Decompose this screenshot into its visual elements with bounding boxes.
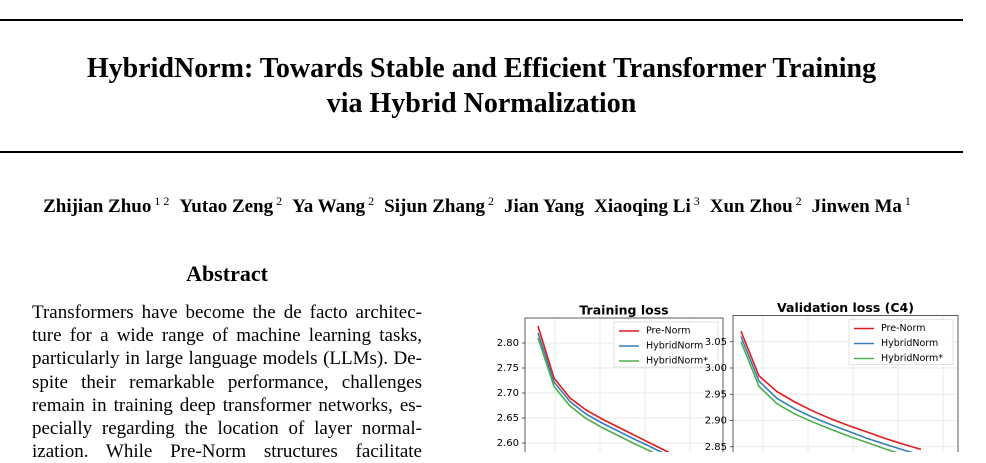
chart-title: Validation loss (C4) xyxy=(777,300,914,315)
legend-label: HybridNorm* xyxy=(646,356,708,367)
author: Jian Yang xyxy=(504,196,584,217)
loss-line xyxy=(537,325,670,452)
loss-line xyxy=(740,341,898,452)
author-name: Xiaoqing Li xyxy=(594,196,691,218)
author: Yutao Zeng 2 xyxy=(179,194,283,218)
abstract-line: pecially regarding the location of layer… xyxy=(32,418,422,440)
author: Xun Zhou 2 xyxy=(709,194,802,218)
author: Xiaoqing Li 3 xyxy=(594,194,700,218)
author: Sijun Zhang 2 xyxy=(384,194,495,218)
author-list: Zhijian Zhuo 1 2 Yutao Zeng 2 Ya Wang 2 Sijun … xyxy=(0,194,954,218)
abstract-line: spite their remarkable performance, chal… xyxy=(32,371,422,393)
abstract-line: particularly in large language models (L… xyxy=(32,348,422,370)
y-tick-label: 3.05 xyxy=(705,337,727,348)
legend-label: HybridNorm xyxy=(881,338,938,349)
loss-line xyxy=(740,330,922,451)
author-affiliation: 2 xyxy=(795,194,802,208)
author-affiliation: 1 2 xyxy=(154,194,170,208)
author: Zhijian Zhuo 1 2 xyxy=(43,194,170,218)
y-tick-label: 2.60 xyxy=(497,438,519,449)
legend-label: Pre-Norm xyxy=(881,323,925,334)
legend-label: HybridNorm xyxy=(646,341,703,352)
author: Ya Wang 2 xyxy=(292,194,375,218)
chart-title: Training loss xyxy=(579,303,668,318)
author-affiliation: 1 xyxy=(904,194,911,208)
legend-label: HybridNorm* xyxy=(881,353,943,364)
legend-box xyxy=(848,319,954,365)
loss-line xyxy=(537,332,663,452)
abstract-heading: Abstract xyxy=(186,261,268,286)
author-affiliation: 3 xyxy=(693,194,700,208)
legend-box xyxy=(613,321,719,368)
y-tick-label: 2.85 xyxy=(705,442,727,452)
plot-frame xyxy=(732,315,959,452)
y-tick-label: 2.75 xyxy=(497,363,519,374)
y-tick-label: 2.80 xyxy=(497,338,519,349)
author-name: Yutao Zeng xyxy=(179,196,274,218)
author-affiliation: 2 xyxy=(488,194,495,208)
plot-area xyxy=(537,325,670,452)
y-tick-label: 2.65 xyxy=(497,413,519,424)
bottom-rule xyxy=(0,151,963,153)
y-tick-label: 2.70 xyxy=(497,388,519,399)
y-tick-label: 2.90 xyxy=(705,416,727,427)
author-affiliation: 2 xyxy=(368,194,375,208)
loss-line xyxy=(537,337,654,452)
plot-frame xyxy=(524,317,724,452)
author-name: Ya Wang xyxy=(292,196,366,218)
abstract-line: Transformers have become the de facto ar… xyxy=(32,302,422,323)
page: {"header": {"title_lines": ["HybridNorm:… xyxy=(0,19,963,463)
author-name: Xun Zhou xyxy=(709,196,793,218)
loss-line xyxy=(740,336,914,452)
paper-title: HybridNorm: Towards Stable and Efficient… xyxy=(0,51,963,121)
abstract-line: remain in training deep transformer netw… xyxy=(32,394,422,416)
top-rule xyxy=(0,19,963,21)
author-name: Jinwen Ma xyxy=(811,196,902,218)
author-name: Jian Yang xyxy=(504,196,585,218)
legend-label: Pre-Norm xyxy=(646,326,690,337)
figure: Training loss 2.80 2.75 2.70 2.65 2.60 Pre-Nor… xyxy=(497,300,959,452)
title-line: HybridNorm: Towards Stable and Efficient… xyxy=(86,53,877,84)
author-name: Sijun Zhang xyxy=(384,196,486,218)
plot-area xyxy=(740,330,922,452)
author: Jinwen Ma 1 xyxy=(811,194,911,218)
author-affiliation: 2 xyxy=(276,194,283,208)
abstract-line: ture for a wide range of machine learnin… xyxy=(32,325,422,347)
title-line: via Hybrid Normalization xyxy=(326,88,637,119)
y-tick-label: 2.95 xyxy=(705,389,727,400)
author-name: Zhijian Zhuo xyxy=(43,196,152,218)
y-tick-label: 3.00 xyxy=(705,363,727,374)
